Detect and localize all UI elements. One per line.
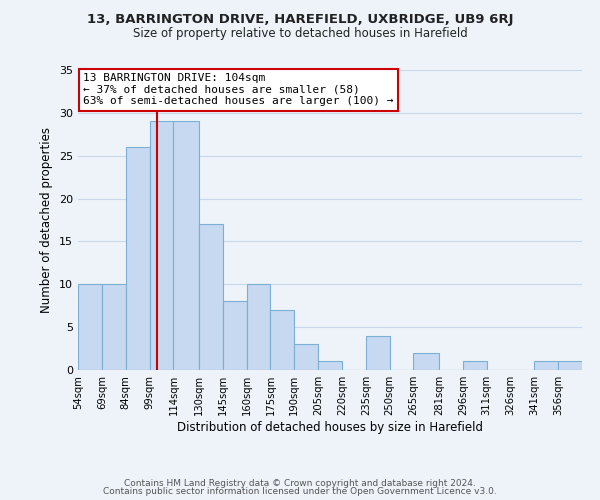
Text: 13 BARRINGTON DRIVE: 104sqm
← 37% of detached houses are smaller (58)
63% of sem: 13 BARRINGTON DRIVE: 104sqm ← 37% of det… <box>83 73 394 106</box>
Bar <box>223 302 247 370</box>
Bar <box>413 353 439 370</box>
Bar <box>463 362 487 370</box>
Text: 13, BARRINGTON DRIVE, HAREFIELD, UXBRIDGE, UB9 6RJ: 13, BARRINGTON DRIVE, HAREFIELD, UXBRIDG… <box>87 12 513 26</box>
Bar <box>366 336 389 370</box>
Bar <box>78 284 102 370</box>
X-axis label: Distribution of detached houses by size in Harefield: Distribution of detached houses by size … <box>177 421 483 434</box>
Bar <box>535 362 558 370</box>
Bar <box>173 122 199 370</box>
Text: Contains public sector information licensed under the Open Government Licence v3: Contains public sector information licen… <box>103 487 497 496</box>
Bar <box>318 362 342 370</box>
Bar <box>294 344 318 370</box>
Bar <box>271 310 294 370</box>
Y-axis label: Number of detached properties: Number of detached properties <box>40 127 53 313</box>
Bar <box>149 122 173 370</box>
Bar <box>199 224 223 370</box>
Bar <box>247 284 271 370</box>
Text: Contains HM Land Registry data © Crown copyright and database right 2024.: Contains HM Land Registry data © Crown c… <box>124 478 476 488</box>
Bar <box>102 284 125 370</box>
Text: Size of property relative to detached houses in Harefield: Size of property relative to detached ho… <box>133 28 467 40</box>
Bar <box>558 362 582 370</box>
Bar <box>125 147 149 370</box>
